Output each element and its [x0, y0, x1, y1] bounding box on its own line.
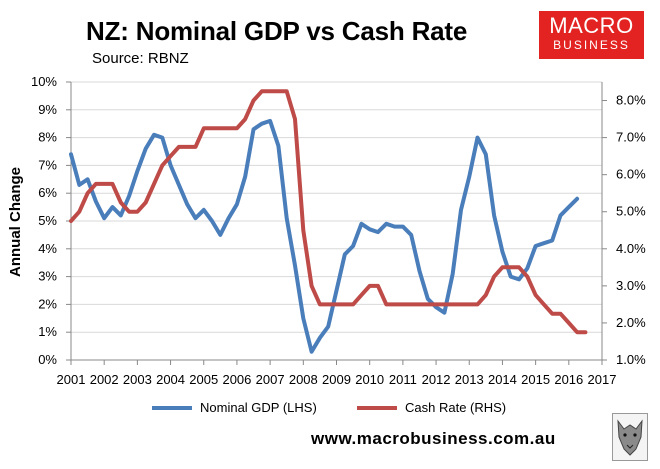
- x-tick-label: 2001: [57, 372, 86, 387]
- x-tick-label: 2004: [156, 372, 185, 387]
- y-axis-label: Annual Change: [7, 167, 24, 277]
- y-right-tick-label: 2.0%: [616, 315, 646, 330]
- x-tick-label: 2011: [389, 372, 417, 387]
- logo-line-1: MACRO: [549, 13, 634, 38]
- y-left-tick-label: 5%: [38, 213, 57, 228]
- series-line-cash-rate: [69, 89, 588, 335]
- y-right-tick-label: 1.0%: [616, 352, 646, 367]
- y-left-tick-label: 7%: [38, 157, 57, 172]
- x-tick-label: 2010: [355, 372, 384, 387]
- y-right-tick-label: 8.0%: [616, 93, 646, 108]
- x-tick-label: 2003: [123, 372, 152, 387]
- y-left-tick-label: 10%: [31, 74, 57, 89]
- tick-labels: 0% 1% 2% 3% 4% 5% 6% 7% 8% 9% 10% 1.0% 2.0% 3.0% 4.0% 5…: [31, 74, 646, 387]
- y-left-tick-label: 8%: [38, 130, 57, 145]
- line-chart: 0% 1% 2% 3% 4% 5% 6% 7% 8% 9% 10% 1.0% 2.0% 3.0% 4.0% 5…: [7, 74, 646, 387]
- x-tick-label: 2007: [256, 372, 285, 387]
- y-left-tick-label: 6%: [38, 185, 57, 200]
- x-tick-label: 2005: [189, 372, 218, 387]
- chart-title: NZ: Nominal GDP vs Cash Rate: [86, 16, 468, 46]
- macrobusiness-logo[interactable]: MACRO BUSINESS: [539, 11, 644, 59]
- x-tick-label: 2015: [521, 372, 550, 387]
- y-left-tick-label: 1%: [38, 324, 57, 339]
- y-left-tick-label: 3%: [38, 269, 57, 284]
- y-right-tick-label: 6.0%: [616, 167, 646, 182]
- legend-swatch-gdp: [152, 405, 192, 410]
- x-tick-label: 2017: [588, 372, 617, 387]
- y-right-tick-label: 3.0%: [616, 278, 646, 293]
- x-tick-label: 2014: [488, 372, 517, 387]
- x-tick-label: 2016: [554, 372, 583, 387]
- x-tick-label: 2008: [289, 372, 318, 387]
- legend-label-gdp: Nominal GDP (LHS): [200, 400, 317, 415]
- legend: Nominal GDP (LHS) Cash Rate (RHS): [0, 400, 660, 418]
- y-left-tick-label: 9%: [38, 102, 57, 117]
- website-link[interactable]: www.macrobusiness.com.au: [311, 429, 556, 448]
- y-right-tick-label: 7.0%: [616, 130, 646, 145]
- series-line-nominal-gdp: [69, 118, 580, 354]
- x-tick-label: 2009: [322, 372, 351, 387]
- series-lines: [69, 89, 588, 354]
- x-tick-label: 2013: [455, 372, 484, 387]
- x-tick-label: 2002: [90, 372, 119, 387]
- legend-item-cash: Cash Rate (RHS): [357, 400, 506, 415]
- legend-label-cash: Cash Rate (RHS): [405, 400, 507, 415]
- y-right-tick-label: 4.0%: [616, 241, 646, 256]
- legend-swatch-cash: [357, 405, 397, 410]
- axes: [66, 81, 607, 365]
- wolf-logo-icon: [612, 413, 648, 461]
- y-right-tick-label: 5.0%: [616, 204, 646, 219]
- x-tick-label: 2012: [422, 372, 451, 387]
- y-left-tick-label: 0%: [38, 352, 57, 367]
- chart-source: Source: RBNZ: [92, 50, 189, 67]
- legend-item-gdp: Nominal GDP (LHS): [152, 400, 317, 415]
- y-left-tick-label: 4%: [38, 241, 57, 256]
- logo-line-2: BUSINESS: [553, 38, 630, 52]
- y-left-tick-label: 2%: [38, 296, 57, 311]
- x-tick-label: 2006: [222, 372, 251, 387]
